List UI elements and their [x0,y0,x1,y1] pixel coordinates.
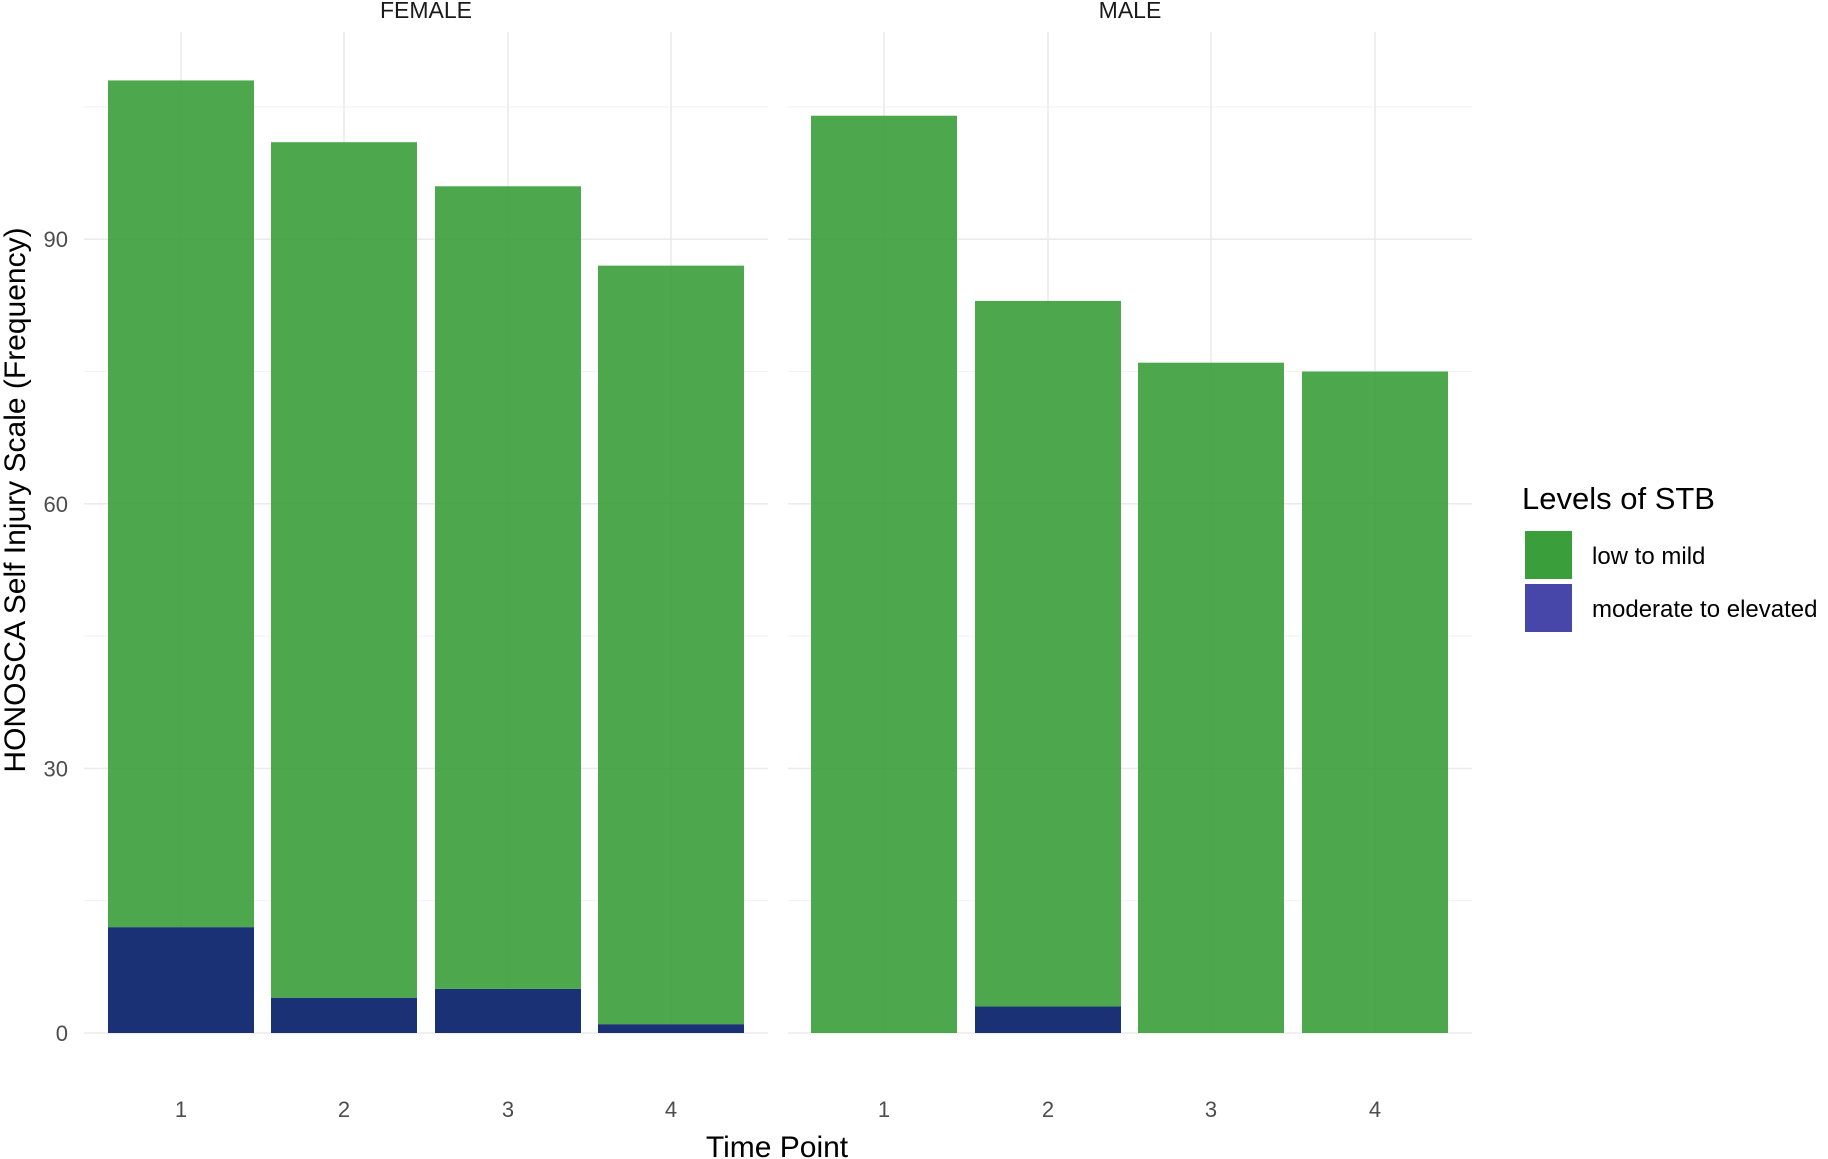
bar-low-to-mild-male-2 [975,300,1121,1007]
legend-label: low to mild [1592,543,1705,570]
facet-panel-female: FEMALE 1 2 3 4 [84,0,768,1122]
facet-label: MALE [1099,0,1162,23]
legend-swatch [1525,584,1572,632]
bar-low-to-mild-male-1 [811,115,957,1034]
y-tick-label: 30 [44,756,68,781]
legend-title: Levels of STB [1522,481,1715,516]
y-axis-title: HONOSCA Self Injury Scale (Frequency) [0,227,32,772]
bar-moderate-to-elevated-female-3 [435,988,581,1033]
facet-label: FEMALE [380,0,472,23]
bar-moderate-to-elevated-female-1 [108,927,254,1033]
bar-low-to-mild-female-3 [435,186,581,989]
x-tick-label: 1 [175,1097,187,1122]
bar-moderate-to-elevated-female-4 [598,1024,744,1033]
bar-low-to-mild-female-4 [598,265,744,1025]
x-tick-label: 2 [1042,1097,1054,1122]
bar-low-to-mild-male-3 [1138,362,1284,1033]
legend-label: moderate to elevated [1592,596,1817,623]
x-tick-label: 3 [502,1097,514,1122]
bar-low-to-mild-female-1 [108,80,254,928]
legend-swatch [1525,531,1572,579]
bar-low-to-mild-female-2 [271,142,417,998]
y-tick-label: 0 [56,1021,68,1046]
x-tick-label: 2 [338,1097,350,1122]
legend: Levels of STB low to mild moderate to ele… [1522,481,1817,632]
y-tick-label: 60 [44,492,68,517]
x-axis-title: Time Point [706,1131,849,1159]
x-tick-label: 4 [1369,1097,1381,1122]
x-tick-label: 1 [878,1097,890,1122]
bar-moderate-to-elevated-female-2 [271,997,417,1033]
bar-low-to-mild-male-4 [1302,371,1448,1033]
x-tick-label: 3 [1205,1097,1217,1122]
bar-moderate-to-elevated-male-2 [975,1006,1121,1033]
facet-panel-male: MALE 1 2 3 4 [788,0,1472,1122]
y-tick-label: 90 [44,227,68,252]
x-tick-label: 4 [665,1097,677,1122]
facet-panels: 0 30 60 90 FEMALE 1 2 3 4 MALE 1 2 3 4 [44,0,1472,1122]
